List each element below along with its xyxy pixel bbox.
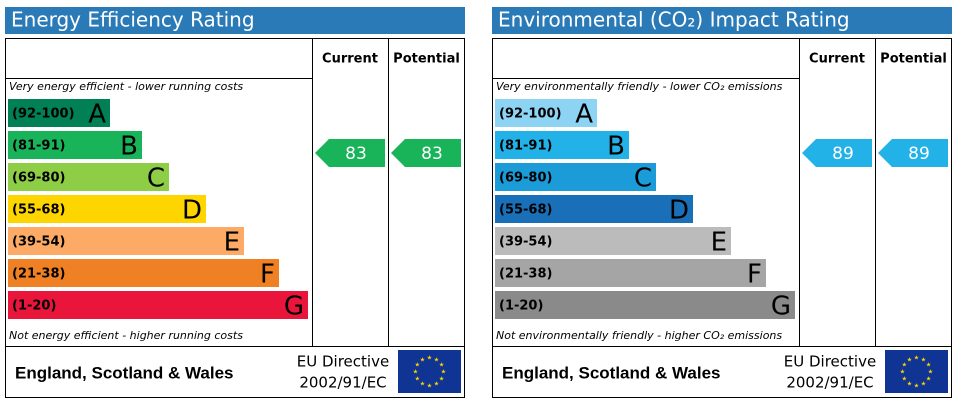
rating-arrow: [802, 139, 872, 167]
rating-value: 83: [421, 144, 443, 164]
rating-band: [8, 195, 206, 223]
eu-star: ★: [928, 369, 933, 376]
band-range: (39-54): [12, 235, 65, 250]
rating-band: [495, 291, 795, 319]
rating-band: [8, 131, 142, 159]
band-letter: A: [88, 100, 106, 130]
band-letter: D: [669, 196, 689, 226]
region: England, Scotland & Wales: [15, 363, 234, 382]
eu-star: ★: [902, 376, 907, 383]
band-letter: A: [575, 100, 593, 130]
column-header: Potential: [880, 52, 947, 67]
eu-flag: [885, 350, 948, 393]
band-range: (1-20): [12, 299, 56, 314]
band-range: (21-38): [499, 267, 552, 282]
rating-band: [495, 227, 731, 255]
rating-band: [8, 163, 169, 191]
eu-star: ★: [420, 381, 425, 388]
eu-star: ★: [413, 369, 418, 376]
bottom-note: Not energy efficient - higher running co…: [9, 329, 243, 342]
eu-star: ★: [914, 355, 919, 362]
eu-star: ★: [439, 376, 444, 383]
band-letter: D: [182, 196, 202, 226]
band-range: (81-91): [499, 139, 552, 154]
band-range: (55-68): [499, 203, 552, 218]
eu-star: ★: [415, 362, 420, 369]
eu-star: ★: [921, 381, 926, 388]
rating-panel: Energy Efficiency Rating Current Potential…: [5, 7, 465, 398]
rating-band: [8, 99, 110, 127]
eu-star: ★: [926, 362, 931, 369]
eu-star: ★: [415, 376, 420, 383]
band-range: (1-20): [499, 299, 543, 314]
directive-line: 2002/91/EC: [786, 374, 873, 392]
band-letter: C: [634, 164, 652, 194]
rating-band: [495, 99, 597, 127]
eu-star: ★: [921, 356, 926, 363]
band-letter: E: [711, 228, 727, 258]
eu-flag: [398, 350, 461, 393]
eu-star: ★: [439, 362, 444, 369]
eu-star: ★: [434, 356, 439, 363]
band-range: (81-91): [12, 139, 65, 154]
directive-line: EU Directive: [784, 353, 876, 371]
band-letter: E: [224, 228, 240, 258]
panel-frame: [492, 38, 952, 398]
top-note: Very energy efficient - lower running co…: [9, 80, 243, 93]
eu-star: ★: [902, 362, 907, 369]
band-letter: C: [147, 164, 165, 194]
rating-arrow: [391, 139, 461, 167]
eu-star: ★: [900, 369, 905, 376]
band-letter: G: [771, 292, 791, 322]
band-range: (39-54): [499, 235, 552, 250]
region: England, Scotland & Wales: [502, 363, 721, 382]
top-note: Very environmentally friendly - lower CO…: [496, 80, 783, 93]
band-range: (55-68): [12, 203, 65, 218]
eu-star: ★: [907, 381, 912, 388]
rating-band: [495, 259, 766, 287]
band-range: (69-80): [499, 171, 552, 186]
directive-line: 2002/91/EC: [299, 374, 386, 392]
band-letter: B: [607, 132, 625, 162]
rating-band: [8, 227, 244, 255]
column-header: Current: [809, 52, 865, 67]
rating-value: 89: [908, 144, 930, 164]
panel-frame: [5, 38, 465, 398]
title-bar: [492, 7, 952, 34]
directive-line: EU Directive: [297, 353, 389, 371]
eu-star: ★: [441, 369, 446, 376]
rating-panel: Environmental (CO₂) Impact Rating Current…: [492, 7, 952, 398]
title-bar: [5, 7, 465, 34]
eu-star: ★: [427, 383, 432, 390]
eu-star: ★: [907, 356, 912, 363]
bottom-note: Not environmentally friendly - higher CO…: [496, 329, 782, 342]
rating-value: 89: [832, 144, 854, 164]
band-letter: B: [120, 132, 138, 162]
band-range: (92-100): [12, 107, 75, 122]
band-range: (21-38): [12, 267, 65, 282]
eu-star: ★: [914, 383, 919, 390]
rating-band: [495, 163, 656, 191]
eu-star: ★: [926, 376, 931, 383]
band-range: (69-80): [12, 171, 65, 186]
column-header: Current: [322, 52, 378, 67]
rating-band: [495, 195, 693, 223]
eu-star: ★: [434, 381, 439, 388]
eu-star: ★: [427, 355, 432, 362]
column-header: Potential: [393, 52, 460, 67]
panel-title: Environmental (CO₂) Impact Rating: [498, 8, 850, 32]
rating-band: [8, 259, 279, 287]
rating-value: 83: [345, 144, 367, 164]
eu-star: ★: [420, 356, 425, 363]
rating-band: [8, 291, 308, 319]
rating-band: [495, 131, 629, 159]
rating-arrow: [315, 139, 385, 167]
panel-title: Energy Efficiency Rating: [11, 8, 255, 32]
band-letter: G: [284, 292, 304, 322]
band-range: (92-100): [499, 107, 562, 122]
rating-arrow: [878, 139, 948, 167]
band-letter: F: [260, 260, 275, 290]
band-letter: F: [747, 260, 762, 290]
